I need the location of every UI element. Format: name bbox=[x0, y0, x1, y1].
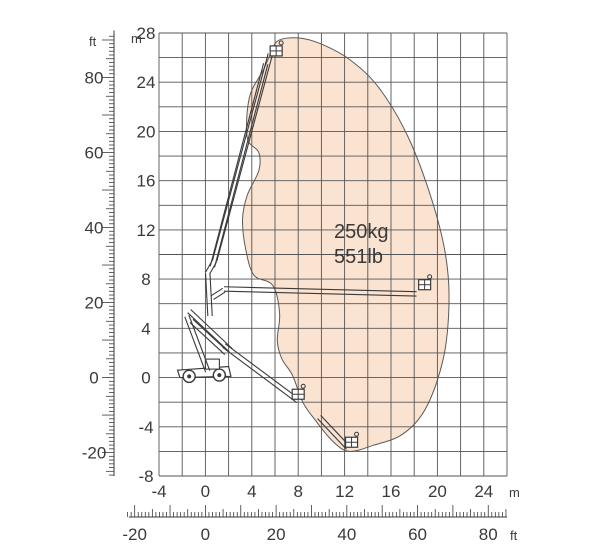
boom-stowed-jib bbox=[184, 315, 211, 373]
x-tick-label-ft: -20 bbox=[122, 525, 147, 544]
boom-stowed-upper bbox=[187, 309, 233, 353]
x-tick-label-ft: 40 bbox=[337, 525, 356, 544]
boom-riser-edge bbox=[204, 273, 209, 317]
boom-below-2 bbox=[317, 415, 351, 450]
boom-stowed-lower-edge bbox=[189, 322, 226, 355]
basket-top-head bbox=[278, 40, 284, 46]
boom-horizontal-link-edge bbox=[210, 287, 224, 297]
boom-below-2-edge bbox=[320, 415, 351, 447]
basket-below-mid bbox=[291, 383, 306, 400]
x-tick-label-m: -4 bbox=[151, 482, 166, 501]
wheel-rear-hub bbox=[187, 374, 192, 379]
boom-horizontal-link-edge bbox=[213, 291, 226, 300]
x-tick-label-ft: 0 bbox=[201, 525, 210, 544]
y-tick-label-m: 4 bbox=[141, 319, 150, 338]
feet-ruler-vertical: -20 0 20 40 60 80 bbox=[82, 30, 115, 476]
basket-below-deep-head bbox=[354, 431, 360, 437]
boom-below-2-edge bbox=[317, 418, 347, 450]
aerial-lift-machine bbox=[176, 40, 433, 450]
boom-below-1-edge bbox=[222, 346, 290, 397]
x-tick-label-m: 24 bbox=[474, 482, 493, 501]
y-tick-label-ft: -20 bbox=[82, 444, 107, 463]
y-tick-label-m: 8 bbox=[141, 270, 150, 289]
x-tick-label-ft: 80 bbox=[479, 525, 498, 544]
y-tick-label-ft: 60 bbox=[85, 144, 104, 163]
capacity-lb-label: 551lb bbox=[334, 246, 383, 268]
boom-main-vertical-2-edge bbox=[209, 63, 265, 267]
y-tick-label-ft: 20 bbox=[85, 294, 104, 313]
basket-top bbox=[269, 40, 284, 57]
x-tick-label-m: 4 bbox=[247, 482, 256, 501]
y-tick-label-m: 24 bbox=[137, 73, 156, 92]
wheel-front-hub bbox=[217, 373, 222, 378]
boom-main-horizontal bbox=[223, 286, 417, 297]
turret bbox=[204, 358, 220, 370]
y-tick-label-m: 12 bbox=[137, 221, 156, 240]
feet-ruler-horizontal: -20 0 20 40 60 80 bbox=[122, 505, 507, 544]
boom-main-horizontal-edge bbox=[224, 286, 417, 293]
basket-below-mid-head bbox=[300, 383, 306, 389]
y-tick-label-m: -8 bbox=[138, 467, 153, 486]
y-tick-label-m: 28 bbox=[137, 24, 156, 43]
x-tick-label-m: 20 bbox=[428, 482, 447, 501]
y-tick-label-m: -4 bbox=[138, 418, 153, 437]
boom-below-1 bbox=[222, 343, 292, 397]
boom-main-horizontal-edge bbox=[223, 290, 417, 297]
y-unit-ft: ft bbox=[89, 34, 97, 49]
basket-horizontal bbox=[418, 274, 433, 291]
boom-riser-edge bbox=[209, 272, 213, 316]
boom-stowed-upper-edge bbox=[187, 312, 230, 353]
x-tick-label-m: 0 bbox=[201, 482, 210, 501]
y-tick-label-m: 16 bbox=[137, 172, 156, 191]
basket-horizontal-head bbox=[427, 274, 433, 280]
y-tick-label-m: 20 bbox=[137, 122, 156, 141]
y-tick-label-m: 0 bbox=[141, 369, 150, 388]
y-tick-label-ft: 80 bbox=[85, 68, 104, 87]
boom-below-1-edge bbox=[224, 343, 292, 394]
y-tick-label-ft: 40 bbox=[85, 219, 104, 238]
x-unit-ft: ft bbox=[510, 528, 518, 543]
basket-below-deep bbox=[344, 431, 360, 448]
y-unit-m: m bbox=[131, 31, 142, 46]
boom-main-vertical-2 bbox=[209, 63, 269, 268]
x-tick-label-m: 16 bbox=[382, 482, 401, 501]
boom-horizontal-link bbox=[210, 287, 226, 300]
lift-chassis bbox=[176, 358, 232, 384]
y-tick-label-ft: 0 bbox=[89, 369, 98, 388]
x-unit-m: m bbox=[509, 485, 520, 500]
boom-stowed-jib-edge bbox=[188, 315, 211, 371]
x-tick-label-ft: 60 bbox=[408, 525, 427, 544]
boom-main-vertical-edge bbox=[212, 53, 269, 261]
boom-stowed-jib-edge bbox=[184, 316, 207, 373]
boom-stowed-lower bbox=[189, 318, 229, 355]
x-tick-label-m: 8 bbox=[293, 482, 302, 501]
boom-riser bbox=[204, 272, 213, 317]
x-tick-label-ft: 20 bbox=[267, 525, 286, 544]
x-tick-label-m: 12 bbox=[335, 482, 354, 501]
capacity-kg-label: 250kg bbox=[334, 221, 389, 243]
boom-stowed-lower-edge bbox=[192, 318, 229, 352]
boom-main-vertical-2-edge bbox=[213, 64, 269, 268]
boom-main-vertical bbox=[212, 53, 274, 262]
boom-main-vertical-edge bbox=[216, 54, 274, 262]
boom-stowed-upper-edge bbox=[190, 309, 233, 350]
